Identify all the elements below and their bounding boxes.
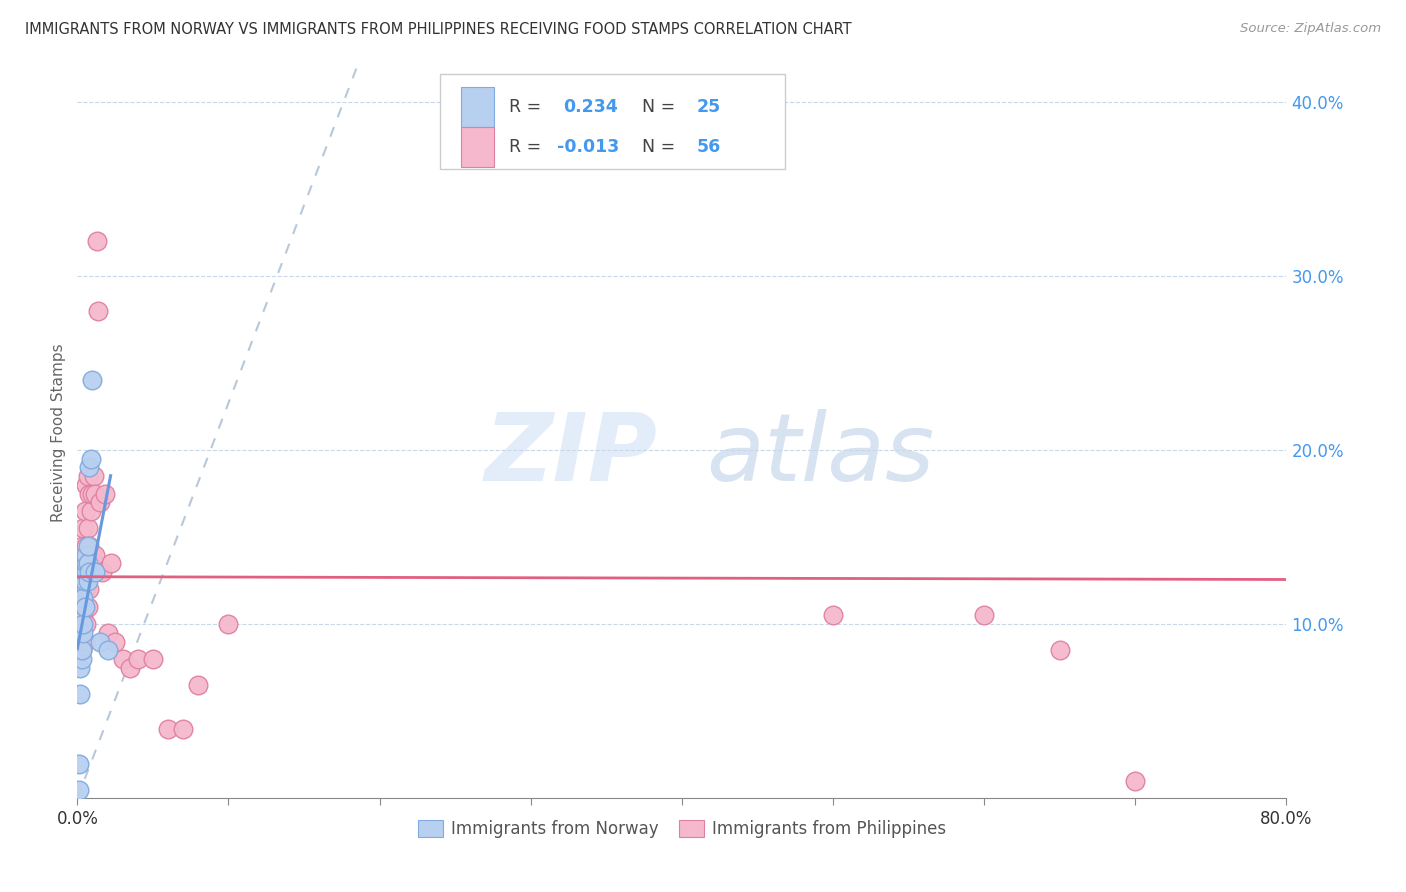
Point — [75, 565, 97, 579]
Point — [1049, 643, 1071, 657]
Point — [72, 617, 94, 632]
Point — [73, 565, 96, 579]
Point — [82, 548, 104, 562]
Point — [89, 634, 111, 648]
Point — [157, 722, 180, 736]
Point — [67, 582, 90, 597]
Point — [77, 599, 100, 614]
Point — [75, 556, 97, 570]
Text: -0.013: -0.013 — [557, 138, 620, 156]
Text: Source: ZipAtlas.com: Source: ZipAtlas.com — [1240, 22, 1381, 36]
Point — [80, 451, 103, 466]
Point — [69, 661, 91, 675]
Point — [120, 661, 142, 675]
Text: R =: R = — [509, 138, 547, 156]
Point — [69, 617, 91, 632]
FancyBboxPatch shape — [461, 87, 495, 128]
Point — [72, 591, 94, 605]
Point — [89, 495, 111, 509]
Point — [80, 565, 103, 579]
Point — [77, 565, 100, 579]
Point — [77, 574, 100, 588]
Point — [90, 565, 112, 579]
Point — [73, 599, 96, 614]
Point — [77, 556, 100, 570]
Point — [72, 608, 94, 623]
Point — [67, 756, 90, 771]
Point — [69, 687, 91, 701]
Point — [83, 469, 105, 483]
Point — [67, 565, 90, 579]
Text: 56: 56 — [696, 138, 721, 156]
Point — [79, 565, 101, 579]
Point — [73, 634, 96, 648]
Point — [77, 521, 100, 535]
Point — [73, 504, 96, 518]
Point — [218, 617, 240, 632]
Text: R =: R = — [509, 98, 547, 116]
Point — [75, 617, 97, 632]
Point — [96, 643, 118, 657]
Point — [111, 652, 134, 666]
Point — [86, 234, 108, 248]
Point — [87, 303, 110, 318]
Point — [75, 539, 97, 553]
Point — [73, 574, 96, 588]
Point — [84, 565, 107, 579]
Point — [172, 722, 194, 736]
Point — [96, 626, 118, 640]
Point — [79, 486, 101, 500]
Y-axis label: Receiving Food Stamps: Receiving Food Stamps — [51, 343, 66, 522]
Point — [72, 626, 94, 640]
Point — [70, 652, 93, 666]
Text: IMMIGRANTS FROM NORWAY VS IMMIGRANTS FROM PHILIPPINES RECEIVING FOOD STAMPS CORR: IMMIGRANTS FROM NORWAY VS IMMIGRANTS FRO… — [25, 22, 852, 37]
Point — [79, 582, 101, 597]
Point — [77, 539, 100, 553]
Point — [69, 565, 91, 579]
Point — [79, 539, 101, 553]
Point — [100, 556, 122, 570]
Point — [79, 460, 101, 475]
Point — [75, 582, 97, 597]
Point — [72, 521, 94, 535]
Legend: Immigrants from Norway, Immigrants from Philippines: Immigrants from Norway, Immigrants from … — [411, 814, 953, 845]
Point — [70, 643, 93, 657]
Text: N =: N = — [643, 138, 681, 156]
Point — [70, 591, 93, 605]
Point — [75, 548, 97, 562]
Point — [1123, 773, 1146, 788]
Text: 0.234: 0.234 — [564, 98, 619, 116]
Point — [72, 556, 94, 570]
Point — [77, 469, 100, 483]
Text: N =: N = — [643, 98, 681, 116]
Point — [83, 556, 105, 570]
Point — [104, 634, 127, 648]
Point — [187, 678, 209, 692]
Point — [84, 548, 107, 562]
FancyBboxPatch shape — [440, 74, 785, 169]
Point — [973, 608, 995, 623]
Point — [821, 608, 844, 623]
Point — [82, 373, 104, 387]
Point — [93, 486, 115, 500]
Point — [84, 486, 107, 500]
Point — [75, 478, 97, 492]
Text: ZIP: ZIP — [485, 409, 658, 500]
Point — [73, 565, 96, 579]
Point — [70, 643, 93, 657]
Point — [70, 617, 93, 632]
Point — [142, 652, 165, 666]
Point — [67, 782, 90, 797]
Text: atlas: atlas — [706, 409, 935, 500]
Point — [73, 599, 96, 614]
Point — [80, 504, 103, 518]
Text: 25: 25 — [696, 98, 721, 116]
Point — [72, 582, 94, 597]
FancyBboxPatch shape — [461, 128, 495, 168]
Point — [69, 591, 91, 605]
Point — [70, 539, 93, 553]
Point — [82, 486, 104, 500]
Point — [127, 652, 149, 666]
